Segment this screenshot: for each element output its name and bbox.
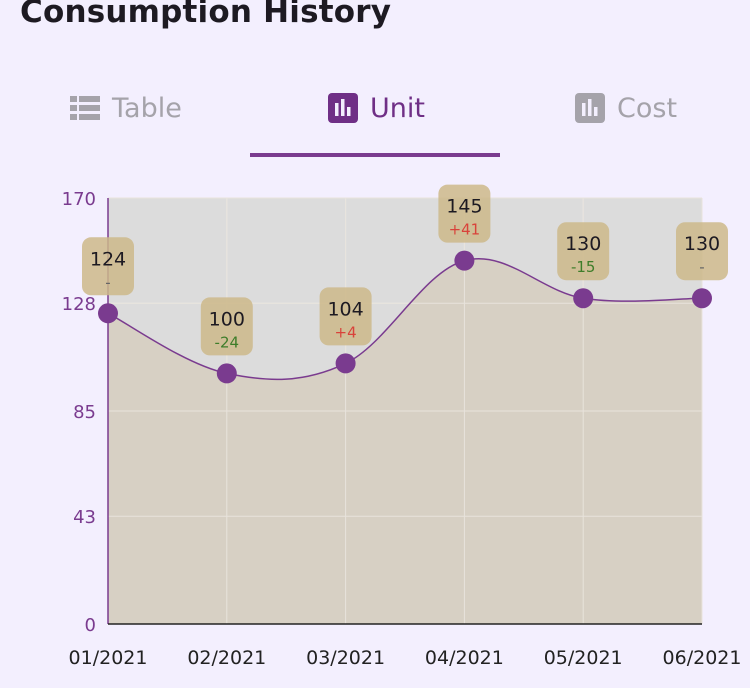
value-badge	[438, 184, 491, 243]
data-point	[454, 250, 475, 271]
change-label: +41	[449, 221, 481, 239]
change-label: -	[105, 273, 110, 291]
y-tick-label: 128	[62, 294, 96, 315]
tab-cost[interactable]: Cost	[575, 80, 677, 136]
list-icon	[70, 96, 100, 120]
area-fill	[108, 258, 702, 624]
y-tick-label: 170	[62, 189, 96, 210]
y-tick-label: 43	[73, 507, 96, 528]
y-tick-label: 0	[85, 615, 96, 636]
page-title: Consumption History	[20, 0, 392, 30]
data-label: 130	[684, 233, 720, 255]
tab-unit-label: Unit	[370, 92, 425, 124]
x-tick-label: 05/2021	[544, 647, 623, 669]
data-label: 145	[446, 196, 482, 218]
y-tick-label: 85	[73, 402, 96, 423]
tab-bar: Table Unit Cost	[0, 80, 750, 160]
consumption-chart: 0 43 85 128 170 01/2021 02/2021 03/2021 04/2021 0…	[0, 180, 750, 684]
tab-table-label: Table	[112, 92, 182, 124]
change-label: -	[699, 258, 704, 276]
active-tab-indicator	[250, 153, 500, 157]
value-badge	[82, 237, 134, 296]
tab-table[interactable]: Table	[70, 80, 182, 136]
data-label: 100	[209, 308, 245, 330]
x-tick-label: 02/2021	[187, 647, 266, 669]
x-tick-label: 01/2021	[69, 647, 148, 669]
value-badge	[319, 287, 372, 346]
bar-chart-icon	[328, 93, 358, 123]
value-badge	[557, 222, 610, 281]
bar-chart-icon	[575, 93, 605, 123]
change-label: -24	[215, 333, 240, 351]
data-point	[335, 353, 356, 374]
value-badge	[200, 297, 253, 356]
data-label: 130	[565, 233, 601, 255]
change-label: -15	[571, 258, 596, 276]
data-point	[98, 303, 118, 324]
chart-svg: 0 43 85 128 170 01/2021 02/2021 03/2021 04/2021 0…	[62, 184, 742, 669]
x-tick-label: 06/2021	[663, 647, 742, 669]
value-badge	[676, 222, 728, 281]
x-tick-label: 04/2021	[425, 647, 504, 669]
data-label: 124	[90, 248, 126, 270]
data-point	[573, 288, 594, 309]
tab-cost-label: Cost	[617, 92, 678, 124]
data-point	[692, 288, 712, 309]
tab-unit[interactable]: Unit	[328, 80, 425, 136]
data-point	[216, 363, 237, 384]
data-label: 104	[327, 298, 363, 320]
x-tick-label: 03/2021	[306, 647, 385, 669]
change-label: +4	[335, 323, 357, 341]
